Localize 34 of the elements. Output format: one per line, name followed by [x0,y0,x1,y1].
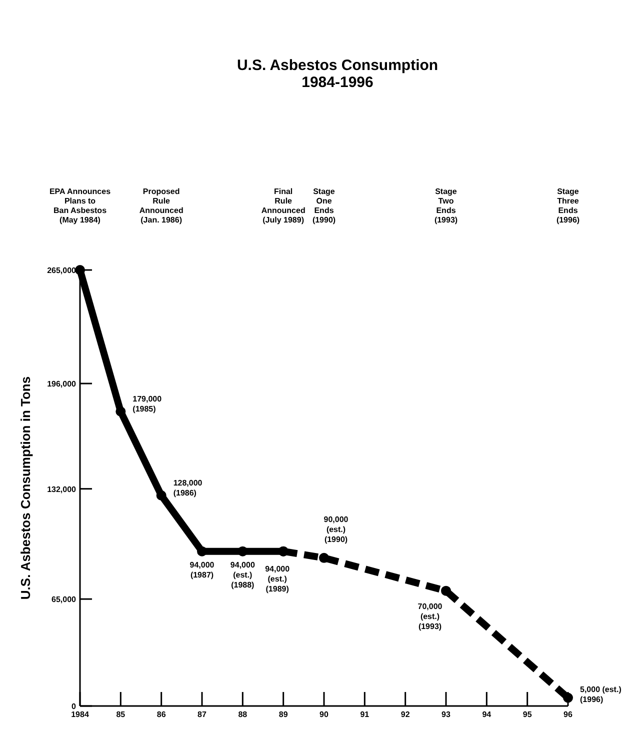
x-tick-label: 1984 [71,710,90,719]
y-tick-label: 65,000 [52,595,77,604]
x-tick-label: 91 [360,710,370,719]
data-label: 128,000 (1986) [173,478,203,498]
data-label: 94,000 (est.) (1988) [230,560,256,590]
x-tick-label: 87 [198,710,207,719]
text: Stage One Ends (1990) [312,187,336,224]
text: Stage Two Ends (1993) [434,187,458,224]
text: Stage Three Ends (1996) [556,187,580,224]
x-tick-label: 88 [238,710,248,719]
x-tick-label: 94 [482,710,492,719]
x-tick-label: 85 [116,710,126,719]
x-tick-label: 89 [278,710,288,719]
x-tick-label: 95 [522,710,532,719]
text: EPA Announces Plans to Ban Asbestos (May 1984) [49,187,112,224]
y-axis-title: U.S. Asbestos Consumption in Tons [18,376,33,600]
data-label: 5,000 (est.) (1996) [580,684,622,704]
data-label: 94,000 (est.) (1989) [265,564,290,594]
text: Final Rule Announced (July 1989) [261,187,306,224]
x-tick-label: 90 [320,710,329,719]
x-tick-label: 92 [400,710,410,719]
y-tick-label: 265,000 [47,266,77,275]
data-label: 70,000 (est.) (1993) [418,602,443,631]
x-tick-label: 96 [564,710,573,719]
y-tick-label: 132,000 [47,484,77,494]
x-tick-label: 93 [442,710,451,719]
data-label: 179,000 (1985) [132,394,162,414]
y-tick-label: 196,000 [47,380,77,389]
text: Proposed Rule Announced (Jan. 1986) [139,187,184,224]
data-label: 90,000 (est.) (1990) [324,514,349,544]
y-tick-label: 0 [72,702,77,711]
data-label: 94,000 (1987) [190,560,215,580]
chart-title: U.S. Asbestos Consumption 1984-1996 [236,57,438,91]
x-tick-label: 86 [156,710,166,719]
